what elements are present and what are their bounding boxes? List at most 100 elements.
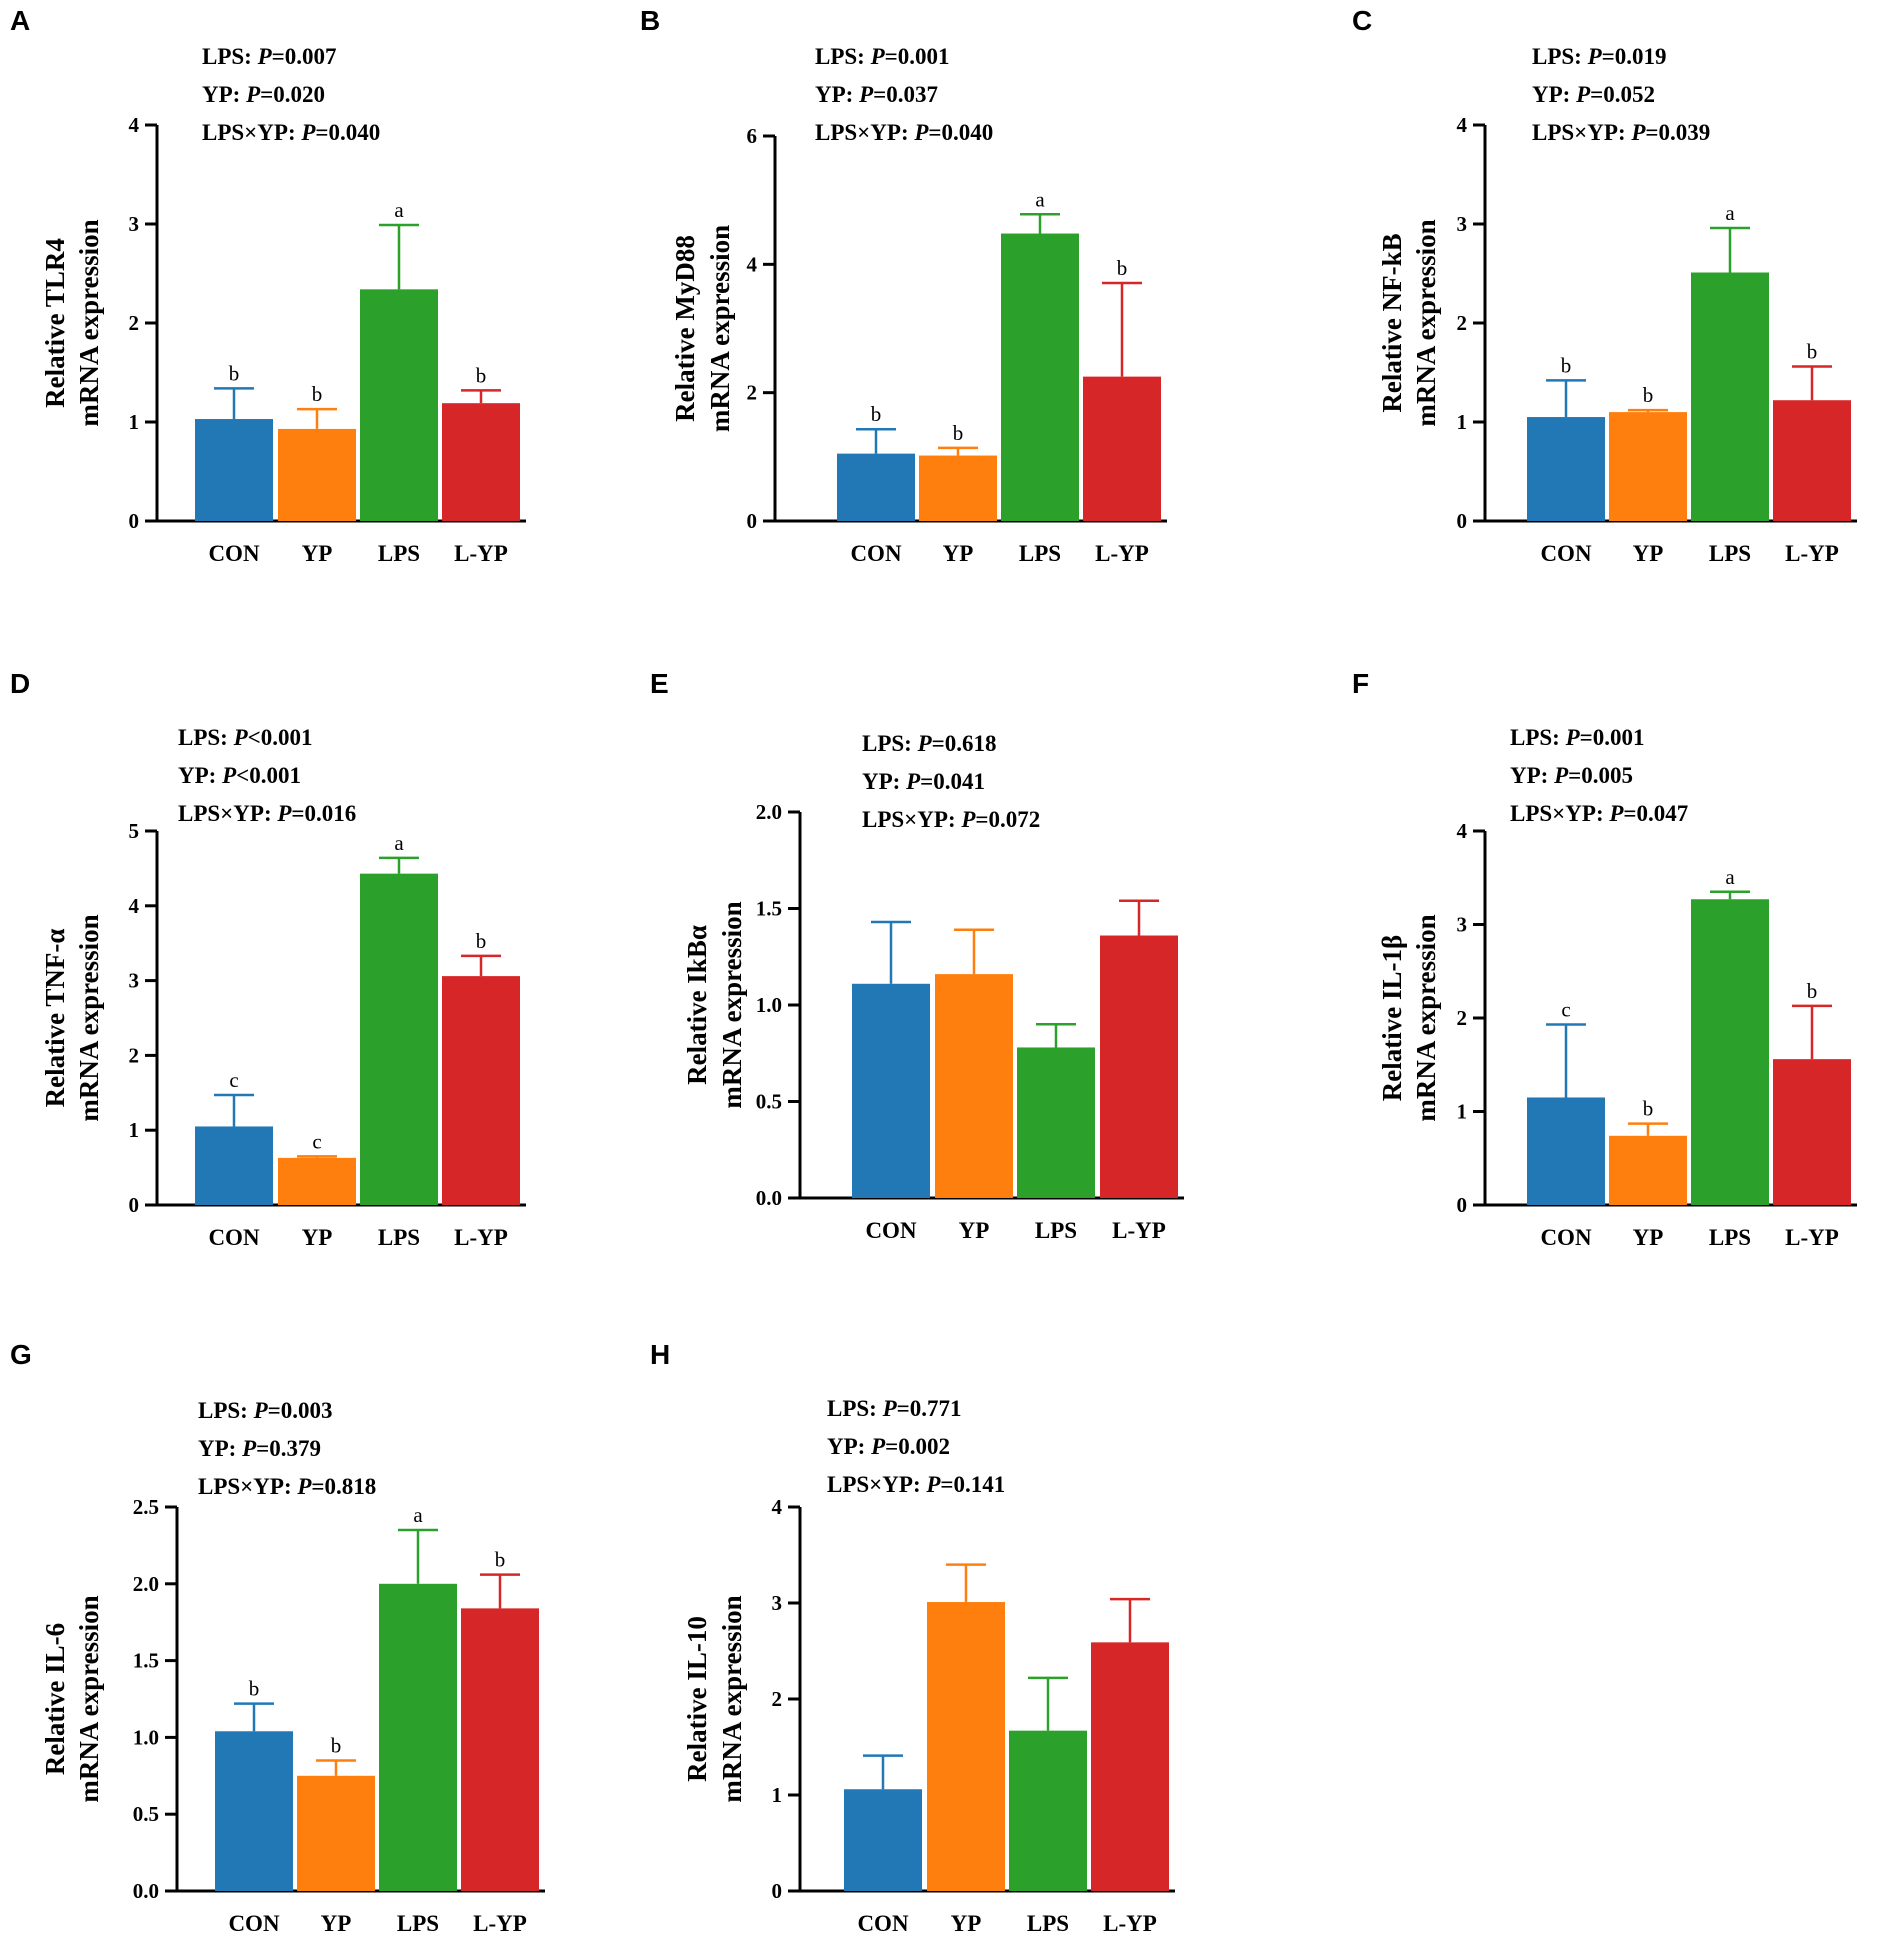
category-label: CON [850,541,902,566]
stat-line: LPS: P<0.001 [178,725,313,750]
y-tick-label: 1 [1457,410,1468,434]
stat-label: YP: [1510,763,1554,788]
stat-p-symbol: P [1575,82,1591,107]
stat-value: =0.002 [885,1434,950,1459]
significance-letter: b [229,361,240,385]
category-label: LPS [378,541,420,566]
significance-letter: a [1035,187,1045,211]
y-axis-label: Relative IkBα [682,925,712,1085]
category-label: L-YP [1095,541,1149,566]
bar [1527,417,1605,521]
bar [278,428,356,521]
stat-label: YP: [1532,82,1576,107]
significance-letter: b [1807,340,1818,364]
stat-value: =0.041 [920,769,985,794]
stat-p-symbol: P [858,82,874,107]
stat-label: LPS: [1510,725,1566,750]
stat-line: LPS×YP: P=0.039 [1532,120,1710,145]
category-label: LPS [1027,1911,1069,1936]
y-tick-label: 2 [772,1687,783,1711]
stat-line: LPS×YP: P=0.818 [198,1474,376,1499]
bar [1083,376,1161,521]
y-tick-label: 3 [772,1591,783,1615]
significance-letter: b [1117,256,1128,280]
stat-p-symbol: P [1630,120,1646,145]
y-tick-label: 4 [129,113,140,137]
y-axis-label: mRNA expression [1411,219,1441,426]
y-tick-label: 0.0 [133,1879,159,1903]
category-label: LPS [378,1225,420,1250]
stat-value: =0.019 [1602,44,1667,69]
stat-label: LPS×YP: [815,120,914,145]
bar [1100,935,1178,1198]
bar [215,1731,293,1891]
category-label: YP [302,1225,333,1250]
significance-letter: c [312,1129,321,1153]
stat-label: LPS×YP: [202,120,301,145]
y-tick-label: 0 [1457,1193,1468,1217]
stat-value: =0.818 [311,1474,376,1499]
bar [360,289,438,521]
stat-value: =0.003 [268,1398,333,1423]
category-label: L-YP [454,1225,508,1250]
stat-line: LPS: P=0.001 [1510,725,1645,750]
y-tick-label: 1.0 [133,1725,159,1749]
stat-p-symbol: P [1565,725,1581,750]
stat-p-symbol: P [233,725,249,750]
panel-letter: C [1352,5,1372,36]
bar [1773,400,1851,521]
stat-p-symbol: P [1587,44,1603,69]
stat-label: YP: [827,1434,871,1459]
y-tick-label: 2 [129,1043,140,1067]
y-tick-label: 5 [129,819,140,843]
y-tick-label: 2.0 [756,800,782,824]
stat-line: YP: P=0.052 [1532,82,1655,107]
y-tick-label: 3 [129,969,140,993]
bar [1091,1642,1169,1891]
category-label: L-YP [473,1911,527,1936]
category-label: CON [208,1225,260,1250]
y-tick-label: 2.0 [133,1572,159,1596]
bar [278,1157,356,1205]
category-label: L-YP [1785,1225,1839,1250]
bar [927,1602,1005,1891]
stat-p-symbol: P [300,120,316,145]
panel-letter: H [650,1339,670,1370]
stat-value: =0.007 [272,44,337,69]
bar [360,873,438,1205]
y-tick-label: 1.5 [756,897,782,921]
stat-line: LPS: P=0.001 [815,44,950,69]
y-tick-label: 0 [129,1193,140,1217]
stat-p-symbol: P [1608,801,1624,826]
stat-line: LPS×YP: P=0.016 [178,801,356,826]
bar [837,453,915,521]
significance-letter: b [495,1548,506,1572]
bar [852,983,930,1198]
panel-letter: G [10,1339,32,1370]
stat-label: LPS×YP: [178,801,277,826]
stat-line: LPS×YP: P=0.040 [815,120,993,145]
stat-line: LPS×YP: P=0.040 [202,120,380,145]
bar [1001,233,1079,522]
significance-letter: b [476,929,487,953]
stat-label: YP: [202,82,246,107]
stat-p-symbol: P [276,801,292,826]
significance-letter: b [249,1677,260,1701]
significance-letter: a [413,1503,423,1527]
significance-letter: b [1643,1097,1654,1121]
stat-line: YP: P=0.379 [198,1436,321,1461]
category-label: CON [857,1911,909,1936]
bar [1609,412,1687,521]
significance-letter: b [871,402,882,426]
y-tick-label: 0 [772,1879,783,1903]
y-axis-label: mRNA expression [74,1595,104,1802]
y-tick-label: 1 [772,1783,783,1807]
stat-label: LPS: [198,1398,254,1423]
y-tick-label: 2 [747,381,758,405]
stat-label: YP: [198,1436,242,1461]
y-tick-label: 0 [129,509,140,533]
